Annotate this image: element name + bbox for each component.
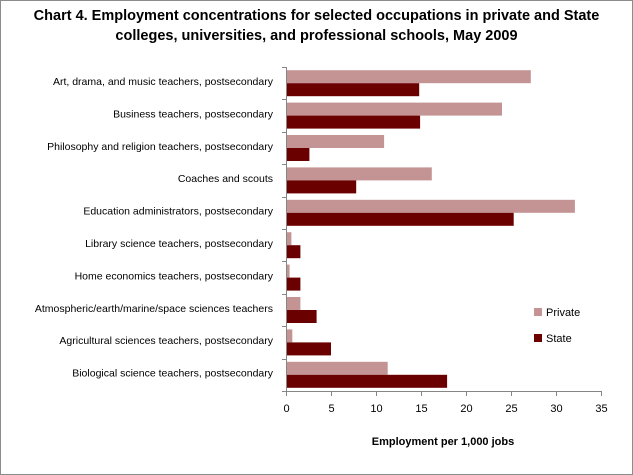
x-tick-label: 5 [328, 403, 334, 415]
legend-label-private: Private [546, 307, 580, 319]
x-tick-label: 10 [370, 403, 382, 415]
bar-state-2 [286, 148, 310, 161]
axes-group [282, 67, 602, 396]
x-tick-label: 25 [505, 403, 517, 415]
bar-private-9 [286, 361, 388, 375]
bar-private-1 [286, 102, 502, 116]
bar-private-0 [286, 70, 531, 84]
bar-state-9 [286, 374, 448, 388]
bar-private-5 [286, 232, 292, 246]
bar-private-6 [286, 264, 290, 278]
x-tick-label: 35 [595, 403, 607, 415]
category-label: Library science teachers, postsecondary [85, 238, 274, 250]
chart-title-line-2: colleges, universities, and professional… [115, 28, 518, 44]
x-tick-label: 15 [415, 403, 427, 415]
legend: Private State [534, 307, 580, 345]
category-label: Philosophy and religion teachers, postse… [47, 141, 274, 153]
category-label: Biological science teachers, postseconda… [72, 368, 274, 380]
bar-state-8 [286, 342, 331, 356]
x-tick-label: 20 [460, 403, 472, 415]
bar-state-4 [286, 212, 514, 226]
x-tick-label: 30 [550, 403, 562, 415]
category-label: Agricultural sciences teachers, postseco… [59, 335, 273, 347]
bar-state-0 [286, 83, 420, 97]
bar-state-5 [286, 245, 301, 259]
legend-swatch-state [534, 334, 542, 342]
tick-labels: 0 5 10 15 20 25 30 35 [283, 403, 607, 415]
bar-private-4 [286, 199, 575, 213]
bar-state-3 [286, 180, 357, 194]
category-label: Education administrators, postsecondary [83, 206, 273, 218]
category-label: Home economics teachers, postsecondary [75, 270, 274, 282]
bar-private-8 [286, 329, 293, 343]
x-tick-label: 0 [283, 403, 289, 415]
bar-state-7 [286, 310, 317, 323]
chart-title-line-1: Chart 4. Employment concentrations for s… [33, 8, 600, 24]
bar-private-3 [286, 167, 432, 181]
bar-private-7 [286, 297, 301, 310]
legend-swatch-private [534, 308, 542, 316]
bar-state-6 [286, 277, 301, 291]
category-label: Business teachers, postsecondary [113, 108, 274, 120]
bars-group [286, 70, 575, 388]
category-label: Art, drama, and music teachers, postseco… [53, 76, 274, 88]
category-label: Atmospheric/earth/marine/space sciences … [35, 303, 273, 315]
bar-state-1 [286, 115, 421, 129]
bar-private-2 [286, 135, 385, 148]
category-label: Coaches and scouts [178, 173, 273, 185]
legend-label-state: State [546, 333, 572, 345]
chart-title: Chart 4. Employment concentrations for s… [0, 6, 633, 46]
x-axis-label: Employment per 1,000 jobs [372, 436, 514, 448]
category-labels: Art, drama, and music teachers, postseco… [35, 76, 274, 380]
